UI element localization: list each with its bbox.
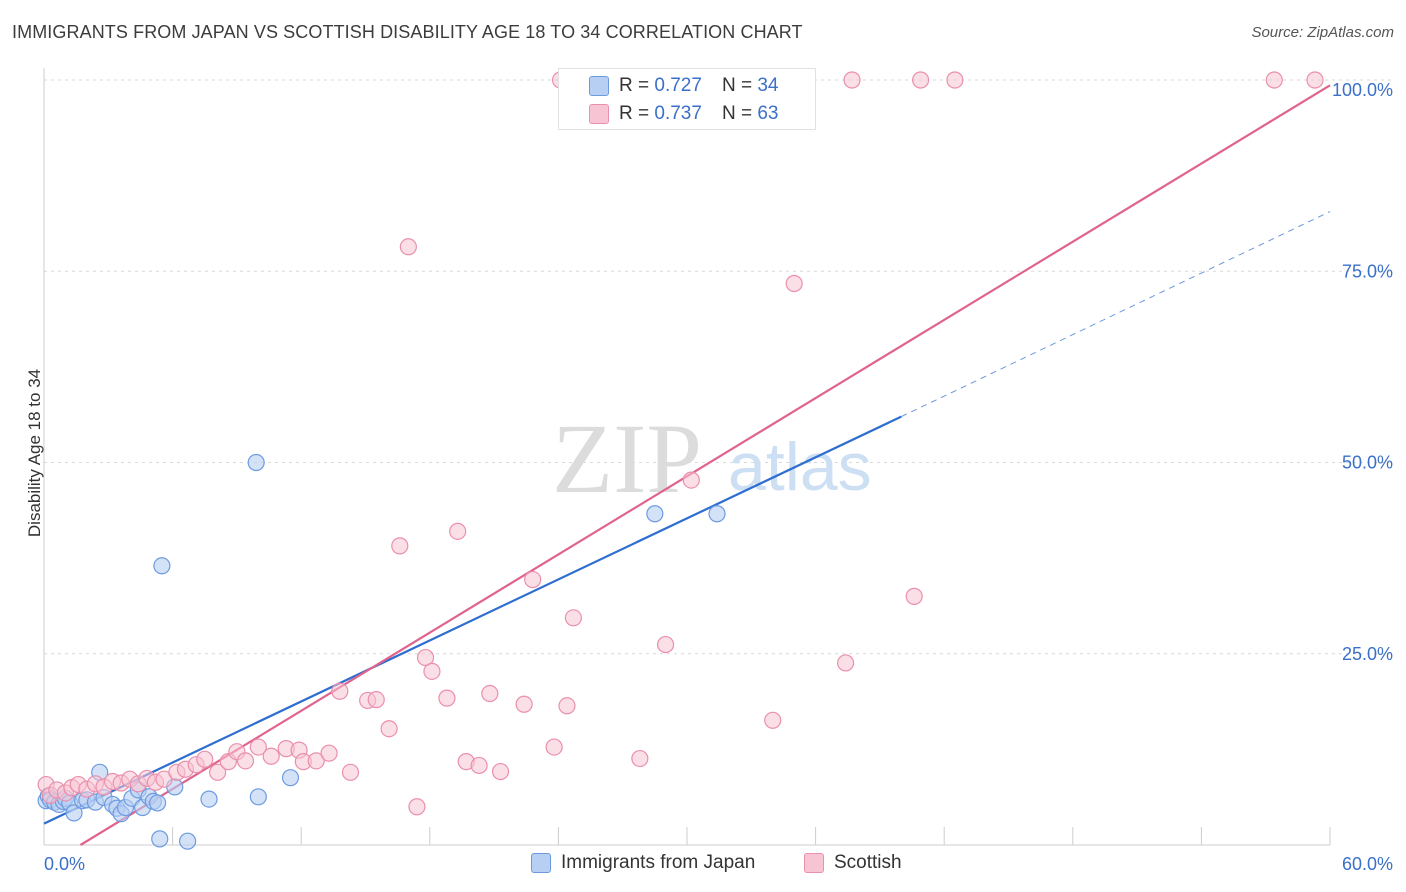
data-point-scottish [656,635,675,654]
legend-swatch-japan [589,76,609,96]
x-axis: 0.0% 60.0% [43,68,1393,874]
legend-swatch-scottish [589,104,609,124]
data-point-scottish [307,752,325,770]
data-point-japan [247,453,265,472]
data-point-scottish [196,750,214,768]
data-point-scottish [470,756,488,775]
data-point-scottish [438,689,456,707]
data-point-scottish [408,798,426,816]
watermark: ZIP atlas [552,403,872,514]
legend-r-value: 0.727 [654,75,702,96]
data-point-scottish [262,747,280,765]
chart-title: IMMIGRANTS FROM JAPAN VS SCOTTISH DISABI… [12,22,803,42]
data-point-scottish [515,695,533,713]
legend-n-label: N = [721,75,753,96]
y-tick-label: 100.0% [1332,80,1393,100]
data-point-scottish [843,71,861,89]
legend-row-japan: R = 0.727 N = 34 [619,73,778,99]
trend-line-japan [43,415,902,825]
data-point-scottish [491,762,510,781]
data-point-scottish [416,648,435,667]
data-point-scottish [249,738,267,756]
watermark-zip: ZIP [552,403,702,514]
data-point-japan [179,832,197,850]
legend-n-value: 34 [757,75,779,96]
source-credit: Source: ZipAtlas.com [1251,24,1394,41]
legend-n-value: 63 [757,103,779,124]
y-axis-label: Disability Age 18 to 34 [25,368,44,538]
data-point-japan [249,788,267,806]
data-point-scottish [905,587,923,605]
data-point-scottish [912,71,930,89]
data-point-japan [200,790,218,808]
legend-item-scottish[interactable]: Scottish [804,852,902,874]
legend-series: Immigrants from Japan Scottish [0,848,1406,882]
data-point-scottish [320,744,338,762]
data-point-scottish [946,71,964,89]
legend-r-label: R = [619,103,650,124]
data-point-scottish [423,662,441,680]
data-point-scottish [449,522,467,540]
data-point-japan [646,505,664,523]
data-point-japan [151,830,169,848]
legend-r-label: R = [619,75,650,96]
legend-r-value: 0.737 [654,103,702,124]
data-point-scottish [481,684,499,703]
data-point-japan [65,804,83,822]
legend-swatch-scottish [804,853,824,873]
data-point-scottish [545,738,563,756]
data-point-japan [153,557,171,575]
data-point-scottish [558,697,576,715]
legend-n-label: N = [721,103,753,124]
legend-stats: R = 0.727 N = 34 R = 0.737 N = 63 [558,68,816,130]
trend-lines [43,84,1331,846]
data-point-scottish [524,570,542,589]
legend-item-japan[interactable]: Immigrants from Japan [531,852,755,874]
legend-row-scottish: R = 0.737 N = 63 [619,101,778,127]
y-tick-label: 50.0% [1342,453,1393,473]
data-point-scottish [764,711,782,729]
data-point-scottish [837,654,855,672]
data-point-scottish [236,752,255,770]
data-point-scottish [391,537,409,555]
data-point-scottish [785,274,803,293]
points-scottish [37,71,1324,816]
data-point-scottish [682,471,700,489]
gridlines [44,79,1392,655]
data-point-scottish [380,720,398,738]
x-tick-label: 0.0% [44,854,85,874]
legend-label-scottish: Scottish [834,852,902,873]
trend-line-scottish [79,84,1331,846]
y-tick-label: 75.0% [1342,261,1393,281]
data-point-scottish [331,682,349,700]
legend-swatch-japan [531,853,551,873]
data-point-scottish [209,763,227,781]
y-axis-ticks: 25.0% 50.0% 75.0% 100.0% [1332,80,1393,664]
data-point-scottish [564,609,583,627]
data-point-scottish [631,749,649,768]
data-point-scottish [1265,71,1283,89]
trend-extension-japan [901,211,1331,418]
x-tick-label: 60.0% [1342,854,1393,874]
y-tick-label: 25.0% [1342,644,1393,664]
data-point-scottish [399,238,417,256]
legend-label-japan: Immigrants from Japan [561,852,756,873]
data-point-japan [148,794,167,812]
data-point-scottish [341,763,360,781]
data-point-japan [708,505,726,523]
data-point-scottish [367,691,385,709]
data-point-scottish [1306,71,1324,89]
data-point-japan [281,769,300,787]
